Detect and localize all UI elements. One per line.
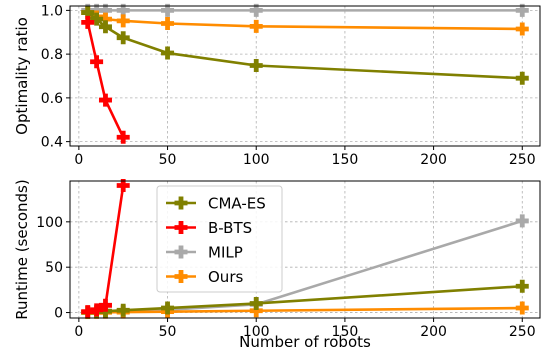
runtime-point-ours xyxy=(515,301,529,315)
legend-label-b-bts: B-BTS xyxy=(208,219,252,237)
legend-label-ours: Ours xyxy=(208,268,243,286)
optimality-x-tick-label: 100 xyxy=(243,152,270,168)
runtime-point-cma-es xyxy=(515,279,529,293)
runtime-ticks: 0 50 100 150 200 250 0 50 100 xyxy=(36,215,535,340)
optimality-y-tick-label: 0.4 xyxy=(41,135,63,151)
runtime-x-axis-label: Number of robots xyxy=(239,333,371,351)
optimality-point-ours xyxy=(98,12,112,26)
runtime-y-tick-label: 0 xyxy=(54,306,63,322)
optimality-series xyxy=(81,3,529,144)
optimality-x-tick-label: 150 xyxy=(332,152,359,168)
optimality-series-line-ours xyxy=(87,11,523,31)
legend-label-cma-es: CMA-ES xyxy=(208,195,266,213)
optimality-x-tick-label: 200 xyxy=(420,152,447,168)
runtime-point-cma-es xyxy=(161,301,175,315)
legend-marker-b-bts xyxy=(174,221,188,234)
optimality-y-tick-label: 0.6 xyxy=(41,91,63,107)
runtime-point-ours xyxy=(249,304,263,318)
optimality-x-tick-label: 0 xyxy=(74,152,83,168)
optimality-point-cma-es xyxy=(116,31,130,45)
optimality-series-line-b-bts xyxy=(86,22,125,138)
legend: CMA-ES B-BTS MILP Ours xyxy=(156,185,283,293)
runtime-x-tick-label: 200 xyxy=(420,324,447,340)
optimality-point-cma-es xyxy=(515,71,529,85)
runtime-y-tick-label: 50 xyxy=(45,260,63,276)
optimality-point-milp xyxy=(161,3,175,17)
optimality-x-tick-label: 250 xyxy=(509,152,536,168)
optimality-y-tick-label: 0.8 xyxy=(41,47,63,63)
optimality-point-milp xyxy=(249,3,263,17)
optimality-point-b-bts xyxy=(81,15,95,29)
optimality-point-cma-es xyxy=(81,6,95,20)
legend-marker-ours xyxy=(174,270,188,283)
optimality-point-milp xyxy=(116,3,130,17)
legend-marker-cma-es xyxy=(174,196,188,210)
runtime-y-tick-label: 100 xyxy=(36,215,63,231)
runtime-y-axis-label: Runtime (seconds) xyxy=(13,179,31,319)
optimality-y-tick-label: 1.0 xyxy=(41,3,63,19)
runtime-x-tick-label: 50 xyxy=(159,324,177,340)
runtime-point-b-bts xyxy=(90,303,104,317)
optimality-point-ours xyxy=(116,14,130,28)
runtime-x-tick-label: 100 xyxy=(243,324,270,340)
runtime-x-tick-label: 250 xyxy=(509,324,536,340)
runtime-grid xyxy=(70,181,540,318)
runtime-plot-frame xyxy=(69,180,541,319)
runtime-series-line-milp xyxy=(87,219,523,314)
optimality-point-milp xyxy=(515,3,529,17)
legend-box xyxy=(156,185,283,293)
optimality-point-milp xyxy=(98,3,112,17)
runtime-x-tick-label: 0 xyxy=(74,324,83,340)
runtime-point-b-bts xyxy=(81,305,95,319)
optimality-point-ours xyxy=(515,22,529,36)
optimality-ticks: 0 50 100 150 200 250 0.4 0.6 0.8 1.0 xyxy=(41,3,536,168)
runtime-series-line-b-bts xyxy=(87,185,125,313)
optimality-point-cma-es xyxy=(161,46,175,60)
runtime-point-cma-es xyxy=(116,303,130,317)
runtime-point-b-bts xyxy=(116,179,130,193)
optimality-point-ours xyxy=(161,17,175,30)
optimality-point-b-bts xyxy=(98,93,112,107)
optimality-point-ours xyxy=(249,19,263,33)
optimality-point-b-bts xyxy=(90,55,104,69)
runtime-point-b-bts xyxy=(98,298,112,312)
optimality-point-cma-es xyxy=(90,12,104,26)
optimality-x-tick-label: 50 xyxy=(159,152,177,168)
runtime-x-tick-label: 150 xyxy=(332,324,359,340)
legend-marker-milp xyxy=(174,245,188,259)
optimality-point-milp xyxy=(90,3,104,17)
optimality-panel: 0 50 100 150 200 250 0.4 0.6 0.8 1.0 Optimality r… xyxy=(13,3,541,168)
optimality-point-cma-es xyxy=(98,20,112,34)
runtime-series xyxy=(81,179,529,319)
optimality-point-cma-es xyxy=(249,59,263,72)
optimality-point-b-bts xyxy=(116,130,130,144)
legend-label-milp: MILP xyxy=(208,244,243,262)
optimality-plot-frame xyxy=(69,5,541,147)
optimality-y-axis-label: Optimality ratio xyxy=(13,17,31,135)
runtime-point-milp xyxy=(515,214,529,228)
runtime-point-cma-es xyxy=(249,296,263,310)
